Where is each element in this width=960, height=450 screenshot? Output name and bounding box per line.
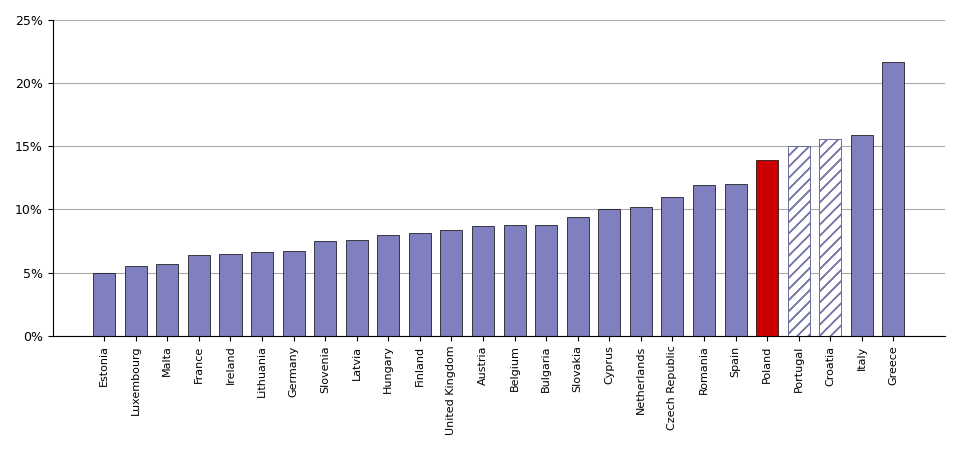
Bar: [125, 266, 147, 336]
Bar: [251, 252, 273, 336]
Bar: [661, 197, 684, 336]
Bar: [220, 254, 242, 336]
Bar: [188, 255, 210, 336]
Bar: [819, 139, 841, 336]
Bar: [441, 230, 463, 336]
Bar: [787, 146, 809, 336]
Bar: [725, 184, 747, 336]
Bar: [377, 234, 399, 336]
Bar: [851, 135, 873, 336]
Bar: [282, 251, 304, 336]
Bar: [756, 160, 779, 336]
Bar: [346, 240, 368, 336]
Bar: [93, 273, 115, 336]
Bar: [535, 225, 557, 336]
Bar: [472, 226, 494, 336]
Bar: [566, 217, 588, 336]
Bar: [819, 139, 841, 336]
Bar: [314, 241, 336, 336]
Bar: [598, 209, 620, 336]
Bar: [409, 234, 431, 336]
Bar: [693, 185, 715, 336]
Bar: [504, 225, 526, 336]
Bar: [630, 207, 652, 336]
Bar: [156, 264, 179, 336]
Bar: [787, 146, 809, 336]
Bar: [882, 62, 904, 336]
